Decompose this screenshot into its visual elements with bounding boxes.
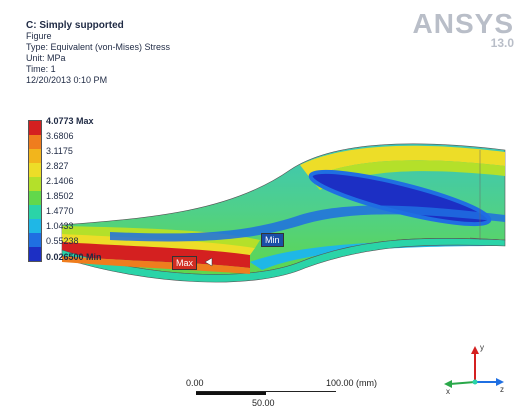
logo-brand: ANSYS — [412, 8, 514, 39]
scale-end-label: 100.00 (mm) — [326, 378, 378, 388]
result-type: Type: Equivalent (von-Mises) Stress — [26, 42, 171, 52]
triad-z-label: z — [500, 385, 504, 394]
legend-label-min: 0.026500 Min — [46, 252, 102, 262]
result-title: C: Simply supported — [26, 20, 124, 31]
scale-start-label: 0.00 — [186, 378, 204, 388]
coordinate-triad[interactable]: y z x — [440, 340, 510, 400]
logo-version: 13.0 — [490, 36, 514, 50]
result-date: 12/20/2013 0:10 PM — [26, 75, 108, 85]
max-probe-label[interactable]: Max — [172, 256, 198, 270]
legend-label: 1.0433 — [46, 221, 74, 231]
result-time: Time: 1 — [26, 64, 56, 74]
scale-line — [196, 391, 336, 396]
legend-label: 3.6806 — [46, 131, 74, 141]
legend-swatch-9 — [29, 247, 41, 261]
result-info-panel: C: Simply supported Figure Type: Equival… — [26, 20, 170, 86]
legend-swatch-7 — [29, 219, 41, 233]
legend-swatch-8 — [29, 233, 41, 247]
legend-label: 2.827 — [46, 161, 69, 171]
legend-label: 0.55238 — [46, 236, 79, 246]
min-probe-label[interactable]: Min — [261, 233, 284, 247]
scale-bar: 0.00 100.00 (mm) 50.00 — [186, 378, 386, 408]
legend-swatch-4 — [29, 177, 41, 191]
legend-color-bar — [28, 120, 42, 262]
legend-swatch-2 — [29, 149, 41, 163]
legend-swatch-5 — [29, 191, 41, 205]
legend-label: 1.8502 — [46, 191, 74, 201]
result-unit: Unit: MPa — [26, 53, 66, 63]
triad-x-label: x — [446, 387, 450, 396]
triad-z-axis — [449, 381, 476, 385]
legend-label-max: 4.0773 Max — [46, 116, 94, 126]
legend-swatch-0 — [29, 121, 41, 135]
legend-swatch-6 — [29, 205, 41, 219]
legend-label: 3.1175 — [46, 146, 73, 156]
color-legend: 4.0773 Max 3.6806 3.1175 2.827 2.1406 1.… — [26, 116, 146, 262]
legend-swatch-1 — [29, 135, 41, 149]
figure-label: Figure — [26, 31, 52, 41]
scale-mid-label: 50.00 — [252, 398, 275, 408]
legend-swatch-3 — [29, 163, 41, 177]
ansys-logo: ANSYS 13.0 — [412, 8, 514, 51]
triad-y-label: y — [480, 343, 484, 352]
legend-label: 2.1406 — [46, 176, 74, 186]
scale-block — [196, 392, 266, 395]
legend-label: 1.4770 — [46, 206, 74, 216]
